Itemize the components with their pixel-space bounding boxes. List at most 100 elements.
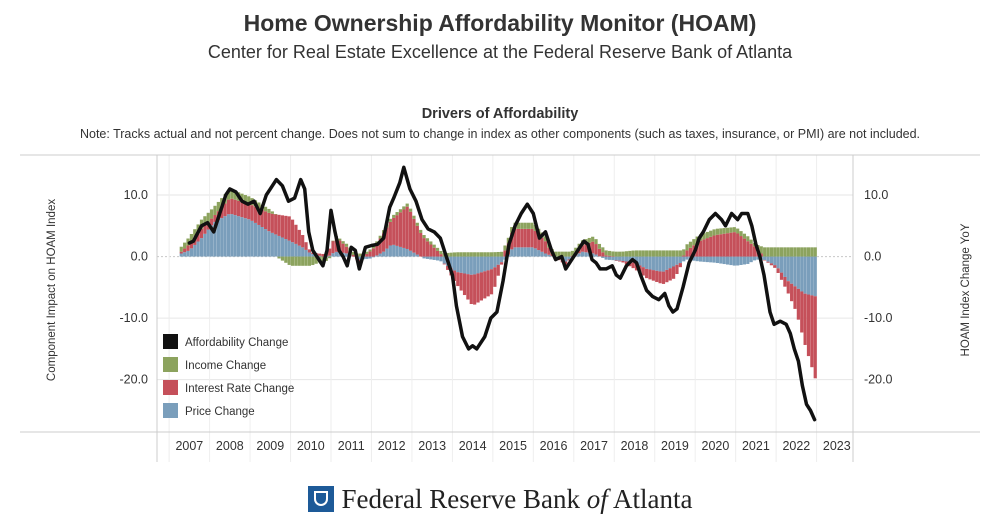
bar-segment-income-change [655,250,659,257]
bar-segment-income-change [624,251,628,257]
bar-segment-interest-rate-change [500,262,504,265]
bar-segment-interest-rate-change [803,293,807,345]
bar-segment-interest-rate-change [705,238,709,257]
legend-label: Interest Rate Change [185,383,294,395]
bar-segment-income-change [189,233,193,242]
bar-segment-price-change [806,256,811,295]
bar-segment-income-change [422,235,426,239]
bar-segment-interest-rate-change [179,251,183,254]
bar-segment-interest-rate-change [223,203,227,217]
bar-segment-price-change [263,229,268,257]
bar-segment-price-change [725,256,730,265]
footer-org-of: of [586,484,608,514]
bar-segment-income-change [763,247,767,257]
bar-segment-interest-rate-change [766,261,770,263]
bar-segment-income-change [365,251,369,255]
bar-segment-interest-rate-change [806,294,811,357]
bar-segment-interest-rate-change [793,286,797,309]
bar-segment-income-change [601,247,605,253]
bar-segment-price-change [270,232,274,257]
bar-segment-price-change [388,245,392,257]
bar-segment-price-change [375,255,379,257]
bar-segment-interest-rate-change [624,261,628,265]
bar-segment-interest-rate-change [709,236,713,257]
bar-segment-income-change [800,247,804,257]
bar-segment-interest-rate-change [661,271,666,284]
bar-segment-income-change [510,227,514,233]
bar-segment-interest-rate-change [742,238,747,257]
bar-segment-price-change [715,256,720,264]
bar-segment-interest-rate-change [405,206,409,249]
bar-segment-income-change [645,250,649,257]
bar-segment-income-change [790,247,794,257]
bar-segment-price-change [533,248,537,257]
bar-segment-interest-rate-change [392,217,396,245]
bar-segment-interest-rate-change [591,241,595,254]
bar-segment-interest-rate-change [243,202,247,219]
x-tick-label: 2019 [661,439,689,453]
bar-segment-interest-rate-change [725,233,730,257]
bar-segment-price-change [530,247,534,257]
bar-segment-price-change [486,256,490,271]
bar-segment-income-change [591,236,595,242]
bar-segment-price-change [567,256,571,260]
bar-segment-income-change [473,252,477,257]
bar-segment-price-change [803,256,807,294]
bar-segment-interest-rate-change [237,200,241,217]
bar-segment-price-change [692,256,696,261]
bar-segment-income-change [216,201,220,212]
bar-segment-income-change [651,250,655,257]
bar-segment-interest-rate-change [790,283,794,302]
x-tick-label: 2010 [297,439,325,453]
bar-segment-income-change [634,250,639,257]
bar-segment-interest-rate-change [402,209,406,248]
bar-segment-price-change [301,247,305,257]
bar-segment-price-change [230,214,234,257]
bar-segment-income-change [739,231,743,237]
bar-segment-income-change [793,247,797,257]
bar-segment-price-change [422,256,426,259]
bar-segment-income-change [449,252,453,257]
bar-segment-price-change [682,256,686,262]
bar-segment-interest-rate-change [375,243,379,256]
bar-segment-price-change [543,253,548,257]
bar-segment-income-change [328,256,332,259]
bar-segment-price-change [328,255,332,257]
bar-segment-income-change [530,222,534,229]
bar-segment-interest-rate-change [658,271,662,284]
bar-segment-income-change [257,202,261,209]
bar-segment-price-change [385,248,389,257]
bar-segment-interest-rate-change [371,248,376,257]
y-axis-label-left: Component Impact on HOAM Index [46,199,58,381]
bar-segment-interest-rate-change [712,235,716,257]
bar-segment-interest-rate-change [398,212,403,247]
bar-segment-price-change [253,222,258,257]
bar-segment-interest-rate-change [429,244,433,257]
bar-segment-interest-rate-change [253,206,258,223]
bar-segment-income-change [274,214,278,215]
bar-segment-price-change [216,220,220,257]
bar-segment-interest-rate-change [580,245,585,252]
bar-segment-price-change [240,217,244,257]
bar-segment-interest-rate-change [473,274,477,305]
bar-segment-price-change [395,245,399,257]
bar-segment-interest-rate-change [321,253,325,257]
bar-segment-interest-rate-change [479,272,483,301]
bar-segment-interest-rate-change [651,270,655,281]
bar-segment-price-change [233,215,237,257]
bar-segment-interest-rate-change [435,250,440,257]
x-tick-label: 2016 [540,439,568,453]
bar-segment-income-change [280,256,285,261]
bar-segment-price-change [722,256,726,265]
bar-segment-price-change [412,252,416,257]
bar-segment-price-change [449,256,453,269]
bar-segment-interest-rate-change [645,268,649,279]
bar-segment-interest-rate-change [277,214,281,236]
bar-segment-income-change [685,244,689,251]
x-tick-label: 2021 [742,439,770,453]
bar-segment-interest-rate-change [412,218,416,253]
bar-segment-income-change [614,251,618,257]
bar-segment-price-change [712,256,716,263]
bar-segment-income-change [682,249,686,256]
bar-segment-price-change [810,256,814,296]
